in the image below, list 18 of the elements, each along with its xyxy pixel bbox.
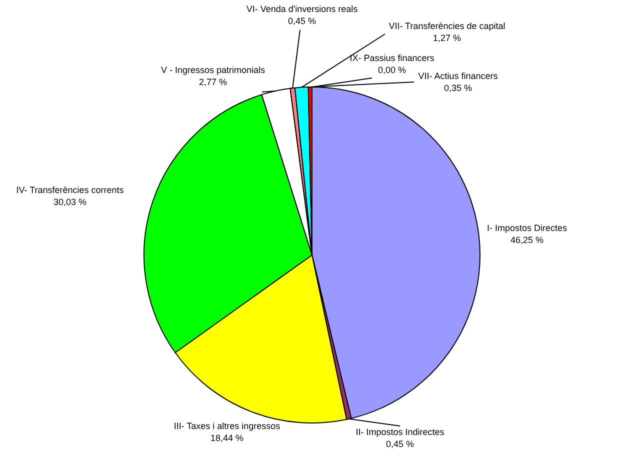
data-label: 2,77 % [198,77,228,87]
slice-label: IV- Transferències corrents [16,185,124,195]
slice-label: VI- Venda d'inversions reals [246,4,358,14]
data-label: 46,25 % [510,235,544,245]
slice-label: VII- Actius financers [418,71,498,81]
slice-label: VII- Transferències de capital [388,21,506,31]
slice-label: II- Impostos Indirectes [356,427,445,437]
data-label: 18,44 % [210,433,244,443]
data-label: 1,27 % [432,33,462,43]
text: 0,00 % [378,65,406,75]
category-label: IX- Passius financers [350,53,434,63]
data-label: 0,45 % [386,439,414,449]
data-label: 0,45 % [288,16,316,26]
data-label: 0,35 % [444,83,472,93]
slice-label: III- Taxes i altres ingressos [174,421,281,431]
slice-label: V - Ingressos patrimonials [160,65,266,75]
data-label: 30,03 % [53,197,87,207]
slice-label: I- Impostos Directes [486,223,568,233]
